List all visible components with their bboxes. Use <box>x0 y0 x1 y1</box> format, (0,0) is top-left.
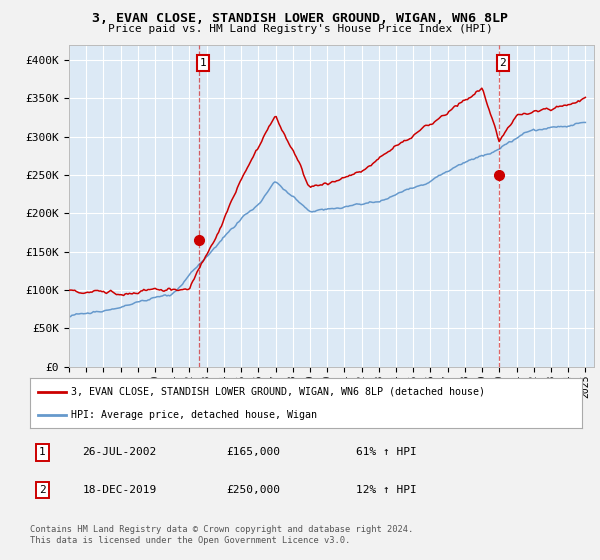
Text: 1: 1 <box>200 58 206 68</box>
Text: 2: 2 <box>500 58 506 68</box>
Text: 3, EVAN CLOSE, STANDISH LOWER GROUND, WIGAN, WN6 8LP (detached house): 3, EVAN CLOSE, STANDISH LOWER GROUND, WI… <box>71 386 485 396</box>
Text: 2: 2 <box>39 485 46 495</box>
Text: 18-DEC-2019: 18-DEC-2019 <box>82 485 157 495</box>
Text: Price paid vs. HM Land Registry's House Price Index (HPI): Price paid vs. HM Land Registry's House … <box>107 24 493 34</box>
Text: HPI: Average price, detached house, Wigan: HPI: Average price, detached house, Wiga… <box>71 410 317 420</box>
Text: £165,000: £165,000 <box>226 447 280 458</box>
Text: £250,000: £250,000 <box>226 485 280 495</box>
Text: 3, EVAN CLOSE, STANDISH LOWER GROUND, WIGAN, WN6 8LP: 3, EVAN CLOSE, STANDISH LOWER GROUND, WI… <box>92 12 508 25</box>
Text: 12% ↑ HPI: 12% ↑ HPI <box>356 485 416 495</box>
Text: 61% ↑ HPI: 61% ↑ HPI <box>356 447 416 458</box>
Text: Contains HM Land Registry data © Crown copyright and database right 2024.
This d: Contains HM Land Registry data © Crown c… <box>30 525 413 545</box>
Text: 1: 1 <box>39 447 46 458</box>
Text: 26-JUL-2002: 26-JUL-2002 <box>82 447 157 458</box>
